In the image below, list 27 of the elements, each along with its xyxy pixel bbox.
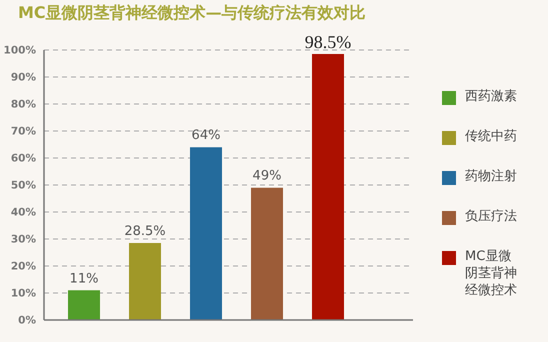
data-label: 28.5% [124,224,166,240]
y-tick-label: 60% [10,152,36,165]
bar [68,290,100,320]
y-tick-label: 90% [10,72,36,84]
chart-title: MC显微阴茎背神经微控术—与传统疗法有效对比 [18,3,366,24]
legend-label: 西药激素 [465,88,518,105]
y-tick-label: 40% [10,206,36,219]
y-tick-label: 80% [10,98,36,111]
bar [312,54,344,320]
data-label: 49% [252,168,282,184]
data-label: 64% [192,128,220,144]
y-tick-label: 0% [18,314,36,327]
legend-label: 药物注射 [465,168,518,185]
bar [129,243,161,320]
bar [251,188,283,320]
y-tick-label: 30% [10,234,36,246]
y-tick-label: 100% [4,44,36,57]
data-label: 11% [70,271,98,286]
bar [190,147,222,320]
data-label: 98.5% [304,32,352,52]
legend-label: 负压疗法 [465,208,518,225]
legend-label: MC显微阴茎背神经微控术 [465,248,518,299]
legend-label: 传统中药 [465,128,518,145]
y-tick-label: 20% [10,260,36,273]
y-tick-label: 50% [10,180,36,192]
y-tick-label: 10% [10,288,36,300]
y-tick-label: 70% [10,126,36,138]
